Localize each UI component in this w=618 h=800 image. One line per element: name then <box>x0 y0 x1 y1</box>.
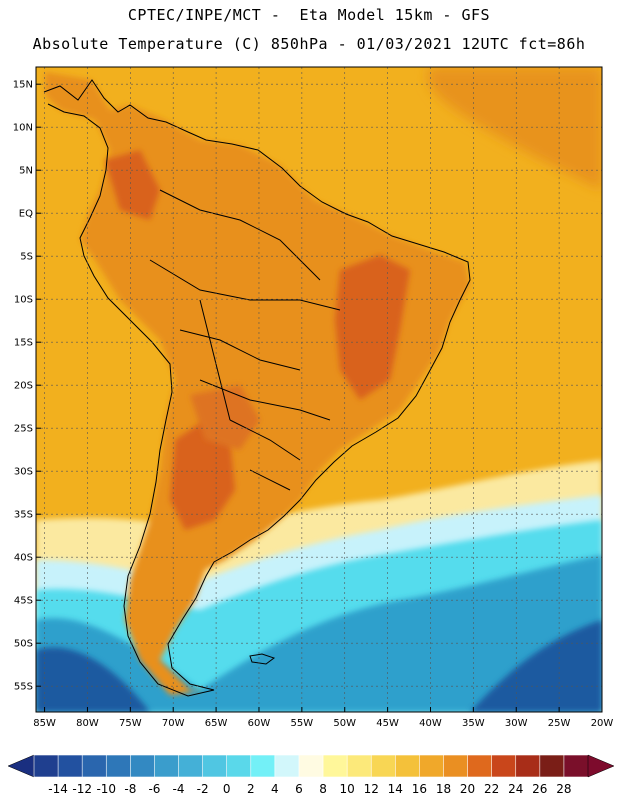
colorbar-label: 10 <box>339 782 355 796</box>
lat-label: 55S <box>14 682 33 693</box>
warm-ocean-north <box>427 67 602 190</box>
coastlines <box>43 79 471 697</box>
colorbar-swatch <box>274 754 300 778</box>
hot-patch-brazil <box>335 255 410 400</box>
colorbar-swatch <box>563 754 589 778</box>
colorbar-swatch <box>395 754 421 778</box>
falkland-islands <box>249 653 276 665</box>
lon-label: 40W <box>419 718 442 729</box>
lon-label: 65W <box>205 718 228 729</box>
colorbar-label: -6 <box>148 782 161 796</box>
colorbar-label: 16 <box>411 782 428 796</box>
colorbar-swatch <box>202 754 228 778</box>
lat-label: 10N <box>13 123 33 134</box>
lon-label: 35W <box>462 718 485 729</box>
country-borders <box>149 189 341 491</box>
colorbar-swatch <box>515 754 541 778</box>
lon-label: 70W <box>162 718 185 729</box>
hot-patch-chaco <box>190 385 260 450</box>
lon-label: 25W <box>548 718 571 729</box>
colorbar-swatch <box>105 754 132 778</box>
axes: 15N 10N 5N EQ 5S 10S 15S 20S 25S 30S 35S 40S 45S 50S 5… <box>13 80 614 729</box>
colorbar-label: 8 <box>319 782 327 796</box>
colorbar-label: 20 <box>459 782 476 796</box>
lat-label: EQ <box>19 209 33 220</box>
plot-frame <box>35 66 603 713</box>
lon-label: 20W <box>591 718 614 729</box>
lon-label: 85W <box>33 718 56 729</box>
lon-label: 80W <box>76 718 99 729</box>
colorbar-swatch <box>57 754 83 778</box>
hot-patch-andes-north <box>105 150 160 220</box>
colorbar-swatch <box>250 754 276 778</box>
colorbar-label: 28 <box>556 782 572 796</box>
colorbar-swatch <box>322 754 348 778</box>
cool-band-5 <box>36 620 602 712</box>
lat-label: 40S <box>14 553 33 564</box>
colorbar-swatch <box>154 754 180 778</box>
lat-label: 15S <box>14 338 33 349</box>
colorbar-label: 2 <box>246 782 255 796</box>
title-line-1: CPTEC/INPE/MCT - Eta Model 15km - GFS <box>127 6 491 24</box>
colorbar-swatch <box>443 754 469 778</box>
colorbar-swatch <box>419 754 445 778</box>
lat-label: 10S <box>14 295 33 306</box>
lon-label: 50W <box>333 718 356 729</box>
colorbar-label: 24 <box>508 782 524 796</box>
lon-label: 45W <box>376 718 399 729</box>
colorbar-label: 12 <box>363 782 379 796</box>
colorbar-swatch <box>130 754 156 778</box>
colorbar-swatch <box>226 754 252 778</box>
lat-label: 20S <box>14 381 33 392</box>
colorbar-label: 6 <box>295 782 303 796</box>
lat-label: 35S <box>14 510 33 521</box>
colorbar-label: -8 <box>124 782 137 796</box>
colorbar-swatch <box>539 754 565 778</box>
colorbar-label: 4 <box>271 782 279 796</box>
colorbar-label: 14 <box>387 782 403 796</box>
colorbar-swatch <box>467 754 493 778</box>
cool-band-4 <box>36 555 602 712</box>
lon-label: 30W <box>505 718 528 729</box>
colorbar-under-arrow <box>7 754 35 778</box>
lat-label: 5S <box>20 252 33 263</box>
colorbar-swatch <box>81 754 108 778</box>
colorbar <box>7 754 615 778</box>
hot-patch-argentina <box>170 420 235 530</box>
colorbar-label: 22 <box>484 782 500 796</box>
colorbar-label: 0 <box>222 782 231 796</box>
colorbar-label: -12 <box>72 782 92 796</box>
colorbar-swatch <box>370 754 397 778</box>
continent-coastline <box>43 79 471 697</box>
colorbar-swatch <box>491 754 517 778</box>
lon-label: 75W <box>119 718 142 729</box>
continent-land <box>45 72 470 695</box>
colorbar-swatch <box>298 754 324 778</box>
latlon-grid <box>36 67 602 712</box>
lat-label: 25S <box>14 424 33 435</box>
lat-label: 5N <box>19 166 33 177</box>
lat-label: 30S <box>14 467 33 478</box>
lat-label: 15N <box>13 80 33 91</box>
map-fields <box>36 67 602 712</box>
colorbar-label: 18 <box>435 782 452 796</box>
lat-label: 45S <box>14 596 33 607</box>
lat-label: 50S <box>14 639 33 650</box>
colorbar-label: -2 <box>196 782 209 796</box>
colorbar-over-arrow <box>587 754 615 778</box>
colorbar-swatch <box>346 754 373 778</box>
title-line-2: Absolute Temperature (C) 850hPa - 01/03/… <box>32 35 586 53</box>
colorbar-swatch <box>33 754 59 778</box>
colorbar-label: -10 <box>96 782 117 796</box>
colorbar-label: -14 <box>48 782 68 796</box>
colorbar-swatch <box>178 754 204 778</box>
colorbar-label: 26 <box>532 782 548 796</box>
lon-label: 60W <box>248 718 271 729</box>
lon-label: 55W <box>291 718 314 729</box>
colorbar-label: -4 <box>172 782 185 796</box>
